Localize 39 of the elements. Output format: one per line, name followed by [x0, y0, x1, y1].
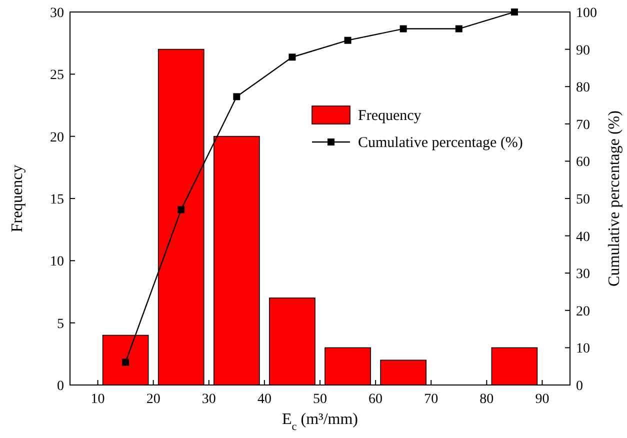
y-tick-label: 15 — [50, 192, 64, 208]
y2-tick-label: 30 — [576, 267, 590, 282]
x-axis-title: E$_{c}$ (m³/mm) — [282, 411, 358, 433]
y-tick-label: 10 — [50, 254, 64, 270]
point — [455, 25, 462, 32]
x-tick-label: 30 — [202, 392, 216, 407]
x-tick-label: 60 — [368, 392, 383, 407]
y2-tick-label: 50 — [576, 192, 590, 208]
y-tick-label: 30 — [50, 6, 64, 21]
x-tick-label: 50 — [313, 392, 327, 407]
x-tick-label: 80 — [480, 392, 494, 407]
point — [400, 25, 407, 32]
y2-tick-label: 10 — [576, 342, 590, 357]
y-tick-label: 0 — [57, 379, 64, 394]
point — [344, 36, 352, 44]
x-tick-label: 10 — [90, 392, 105, 407]
y-axis-title: Frequency — [9, 164, 26, 232]
point — [288, 54, 296, 61]
y2-tick-label: 80 — [576, 80, 590, 96]
legend-label: Cumulative percentage (%) — [358, 135, 523, 151]
y-tick-label: 20 — [50, 130, 64, 146]
x-tick-label: 90 — [535, 392, 550, 407]
y2-tick-label: 100 — [576, 6, 597, 21]
point — [233, 93, 240, 100]
y2-tick-label: 20 — [576, 304, 590, 320]
legend-label: Frequency — [358, 108, 422, 124]
y-tick-label: 5 — [57, 316, 64, 332]
x-tick-label: 20 — [146, 392, 160, 407]
y-tick-label: 25 — [50, 68, 64, 84]
y2-tick-label: 40 — [576, 230, 590, 245]
x-tick-label: 70 — [424, 392, 438, 407]
y2-axis-title: Cumulative percentage (%) — [606, 110, 623, 286]
y2-tick-label: 90 — [576, 43, 590, 58]
point — [178, 206, 185, 214]
y2-tick-label: 70 — [576, 118, 590, 133]
x-tick-label: 40 — [257, 392, 272, 407]
y2-tick-label: 60 — [576, 155, 590, 170]
y2-tick-label: 0 — [576, 379, 583, 394]
point — [122, 358, 130, 366]
